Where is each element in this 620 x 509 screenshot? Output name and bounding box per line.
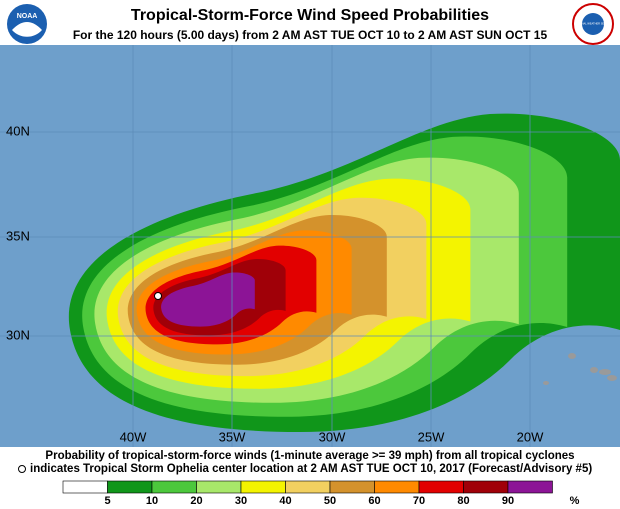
- storm-center: [154, 292, 162, 300]
- legend-swatch: [62, 480, 108, 494]
- lon-label: 35W: [219, 429, 246, 444]
- logo-wave: [12, 22, 42, 37]
- lon-label: 30W: [319, 429, 346, 444]
- legend-swatch: [107, 480, 153, 494]
- legend-label: 30: [235, 495, 247, 507]
- map: 40N 35N 30N 40W 35W 30W 25W 20W: [0, 45, 620, 447]
- caption-line: indicates Tropical Storm Ophelia center …: [30, 463, 592, 475]
- legend-label: 50: [324, 495, 336, 507]
- legend-swatch: [285, 480, 331, 494]
- noaa-logo: NOAA: [7, 4, 47, 44]
- legend-label: 20: [190, 495, 202, 507]
- caption: Probability of tropical-storm-force wind…: [18, 450, 592, 475]
- lat-label: 30N: [6, 327, 30, 342]
- lon-label: 20W: [517, 429, 544, 444]
- island: [543, 381, 549, 385]
- subtitle: For the 120 hours (5.00 days) from 2 AM …: [73, 28, 548, 42]
- nws-logo: NATIONAL WEATHER SERVICE: [572, 3, 614, 45]
- legend-label: 80: [457, 495, 469, 507]
- legend-label: 10: [146, 495, 158, 507]
- center-symbol: [18, 465, 26, 473]
- legend-swatch: [418, 480, 464, 494]
- title: Tropical-Storm-Force Wind Speed Probabil…: [131, 7, 489, 24]
- legend-label: 70: [413, 495, 425, 507]
- island: [599, 369, 611, 375]
- legend-label: 90: [502, 495, 514, 507]
- legend-swatch: [329, 480, 375, 494]
- logo-text: NOAA: [17, 13, 38, 20]
- islands: [543, 353, 617, 385]
- logo-center: [582, 13, 604, 35]
- legend-swatch: [196, 480, 242, 494]
- legend: 5 10 20 30 40 50 60 70 80 90%: [62, 480, 580, 507]
- header: Tropical-Storm-Force Wind Speed Probabil…: [7, 3, 614, 45]
- graticule: [0, 45, 620, 447]
- legend-label: 5: [104, 495, 110, 507]
- logo-text: NATIONAL WEATHER SERVICE: [574, 22, 613, 26]
- legend-swatch: [374, 480, 420, 494]
- lon-label: 40W: [120, 429, 147, 444]
- island: [607, 375, 617, 381]
- legend-unit: %: [570, 495, 580, 507]
- legend-swatch: [507, 480, 553, 494]
- lon-label: 25W: [418, 429, 445, 444]
- legend-label: 60: [368, 495, 380, 507]
- probability-region: [161, 272, 255, 327]
- island: [590, 367, 598, 373]
- legend-label: 40: [279, 495, 291, 507]
- island: [568, 353, 576, 359]
- lat-label: 40N: [6, 123, 30, 138]
- legend-swatch: [463, 480, 509, 494]
- legend-swatch: [240, 480, 286, 494]
- caption-line: Probability of tropical-storm-force wind…: [45, 450, 574, 462]
- legend-swatch: [151, 480, 197, 494]
- lat-label: 35N: [6, 228, 30, 243]
